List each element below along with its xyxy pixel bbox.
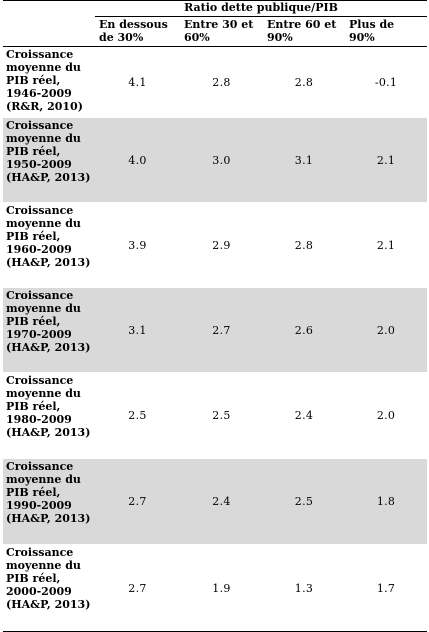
value-cell: 2.0 [376,409,396,422]
value-cell: -0.1 [374,75,398,89]
value-cell: 2.5 [263,458,345,545]
table-row: Croissance moyenne du PIB réel, 1960-200… [3,202,428,288]
value-cell: 2.8 [212,75,231,89]
value-cell: 2.7 [180,287,263,373]
table-row: Croissance moyenne du PIB réel, 1990-200… [3,458,428,545]
value-cell: 2.9 [212,238,231,252]
value-cell: 2.7 [95,458,180,545]
value-cell: 2.4 [294,409,314,422]
value-cell: 2.5 [128,409,147,422]
row-label: Croissance moyenne du PIB réel, 1950-200… [3,117,95,203]
super-header-empty-cell [3,0,95,17]
row-label: Croissance moyenne du PIB réel, 1990-200… [3,458,95,545]
value-cell: 2.8 [294,75,314,89]
value-cell: 2.8 [294,238,314,252]
value-cell: 2.4 [180,458,263,545]
super-header-row: Ratio dette publique/PIB [3,0,428,17]
value-cell: 2.1 [345,117,428,203]
row-label: Croissance moyenne du PIB réel, 1960-200… [6,204,91,269]
row-label: Croissance moyenne du PIB réel, 2000-200… [3,544,95,632]
value-cell: 3.1 [263,117,345,203]
super-header-title: Ratio dette publique/PIB [95,0,428,17]
table-row: Croissance moyenne du PIB réel, 1980-200… [3,372,428,459]
row-label: Croissance moyenne du PIB réel, 1946-200… [6,48,83,113]
column-header-60-90: Entre 60 et 90% [263,16,345,47]
row-label: Croissance moyenne du PIB réel, 1970-200… [3,287,95,373]
value-cell: 1.7 [345,544,428,632]
value-cell: 4.0 [95,117,180,203]
value-cell: 1.3 [263,544,345,632]
value-cell: 2.5 [212,409,231,422]
column-header-30-60: Entre 30 et 60% [180,16,263,47]
table-row: Croissance moyenne du PIB réel, 1950-200… [3,117,428,203]
table-row: Croissance moyenne du PIB réel, 1970-200… [3,287,428,373]
table-body: Croissance moyenne du PIB réel, 1946-200… [3,46,428,632]
value-cell: 2.1 [376,238,396,252]
value-cell: 4.1 [128,75,147,89]
debt-growth-table: Ratio dette publique/PIB En dessous de 3… [3,0,428,632]
column-header-row: En dessous de 30% Entre 30 et 60% Entre … [3,16,428,47]
column-header-over-90: Plus de 90% [345,16,428,47]
table-row: Croissance moyenne du PIB réel, 1946-200… [3,46,428,118]
debt-growth-table-container: Ratio dette publique/PIB En dessous de 3… [3,0,428,632]
value-cell: 2.0 [345,287,428,373]
value-cell: 2.7 [95,544,180,632]
value-cell: 2.6 [263,287,345,373]
column-header-under-30: En dessous de 30% [95,16,180,47]
row-label: Croissance moyenne du PIB réel, 1980-200… [6,374,91,439]
value-cell: 1.9 [180,544,263,632]
value-cell: 3.1 [95,287,180,373]
value-cell: 3.9 [128,238,147,252]
value-cell: 1.8 [345,458,428,545]
table-row: Croissance moyenne du PIB réel, 2000-200… [3,544,428,632]
value-cell: 3.0 [180,117,263,203]
column-header-empty-cell [3,16,95,47]
